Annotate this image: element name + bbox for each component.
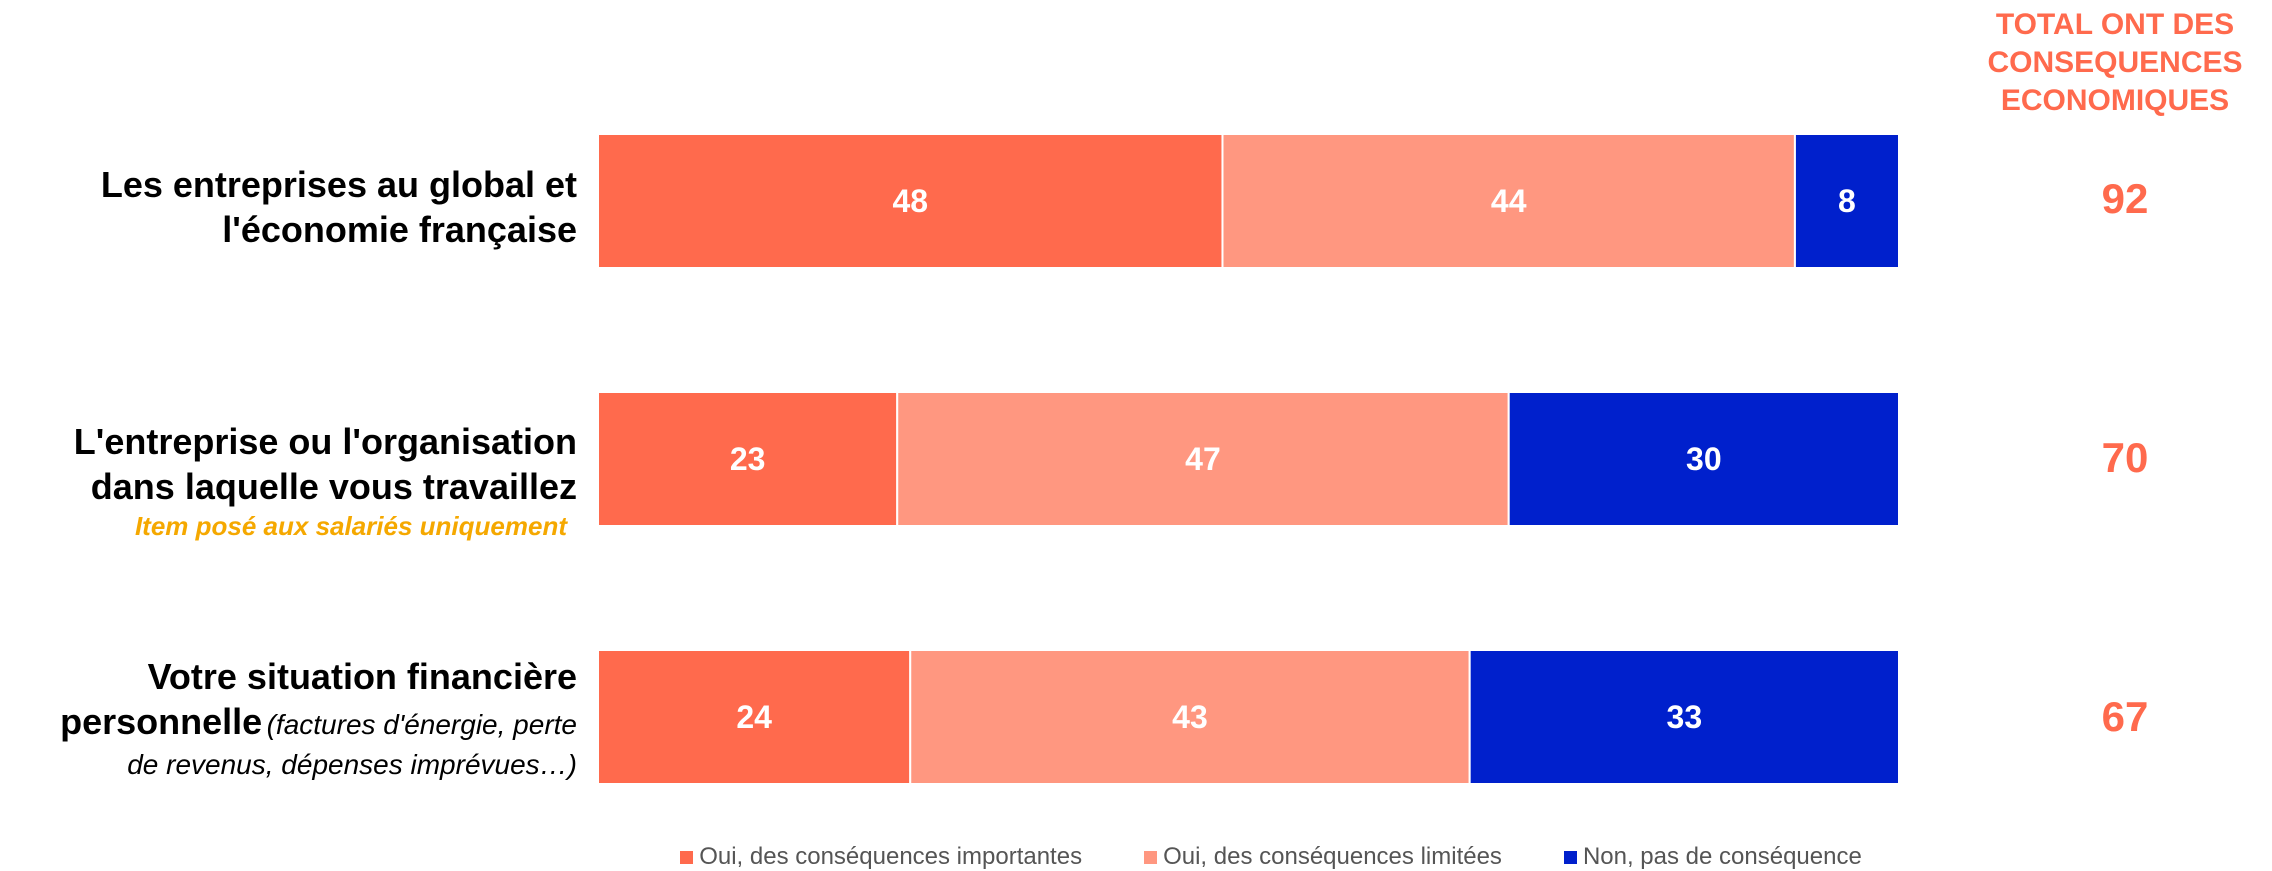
bar-label-important-row-1: 48 xyxy=(892,183,928,219)
total-value-1: 92 xyxy=(2101,175,2149,222)
row-label-2-note: Item posé aux salariés uniquement xyxy=(134,511,567,541)
total-header: TOTAL ONT DES CONSEQUENCES ECONOMIQUES xyxy=(1987,8,2243,117)
legend: Oui, des conséquences importantes Oui, d… xyxy=(0,843,2272,871)
row-label-3-italic: (factures d'énergie, perte xyxy=(266,709,577,740)
bar-label-none-row-1: 8 xyxy=(1838,183,1856,219)
legend-swatch-important xyxy=(680,850,694,864)
row-label-3-bold: personnelle xyxy=(60,701,263,742)
bar-label-important-row-3: 24 xyxy=(736,699,772,735)
row-label-1-text: Les entreprises au global et l'économie … xyxy=(100,164,577,250)
legend-label-none: Non, pas de conséquence xyxy=(1582,843,1862,870)
bar-label-important-row-2: 23 xyxy=(730,441,766,477)
legend-item-none: Non, pas de conséquence xyxy=(1563,843,1862,871)
bar-none-row-1 xyxy=(1793,133,1901,269)
legend-label-limited: Oui, des conséquences limitées xyxy=(1163,843,1502,870)
bar-limited-row-2 xyxy=(896,391,1510,527)
row-label-3: Votre situation financière personnelle (… xyxy=(60,654,577,785)
bar-label-none-row-3: 33 xyxy=(1667,699,1703,735)
bar-none-row-3 xyxy=(1468,649,1901,785)
legend-swatch-limited xyxy=(1144,850,1158,864)
legend-item-limited: Oui, des conséquences limitées xyxy=(1144,843,1502,871)
row-label-3-italic-2: de revenus, dépenses imprévues…) xyxy=(127,749,577,780)
legend-swatch-none xyxy=(1563,850,1577,864)
legend-item-important: Oui, des conséquences importantes xyxy=(680,843,1082,871)
legend-label-important: Oui, des conséquences importantes xyxy=(699,843,1083,870)
bar-important-row-2 xyxy=(597,391,899,527)
row-label-3-line1: Votre situation financière xyxy=(147,656,577,697)
total-value-2: 70 xyxy=(2101,434,2149,481)
total-value-3: 67 xyxy=(2101,693,2149,740)
bar-label-limited-row-2: 47 xyxy=(1185,441,1221,477)
bar-none-row-2 xyxy=(1507,391,1900,527)
row-label-1: Les entreprises au global et l'économie … xyxy=(101,162,577,252)
row-label-2-text: L'entreprise ou l'organisation dans laqu… xyxy=(73,421,577,507)
bar-label-limited-row-3: 43 xyxy=(1172,699,1208,735)
bar-label-limited-row-1: 44 xyxy=(1491,183,1527,219)
row-label-2: L'entreprise ou l'organisation dans laqu… xyxy=(74,419,577,543)
bar-label-none-row-2: 30 xyxy=(1686,441,1722,477)
bar-limited-row-3 xyxy=(909,649,1471,785)
bar-important-row-3 xyxy=(597,649,912,785)
bar-important-row-1 xyxy=(597,133,1224,269)
